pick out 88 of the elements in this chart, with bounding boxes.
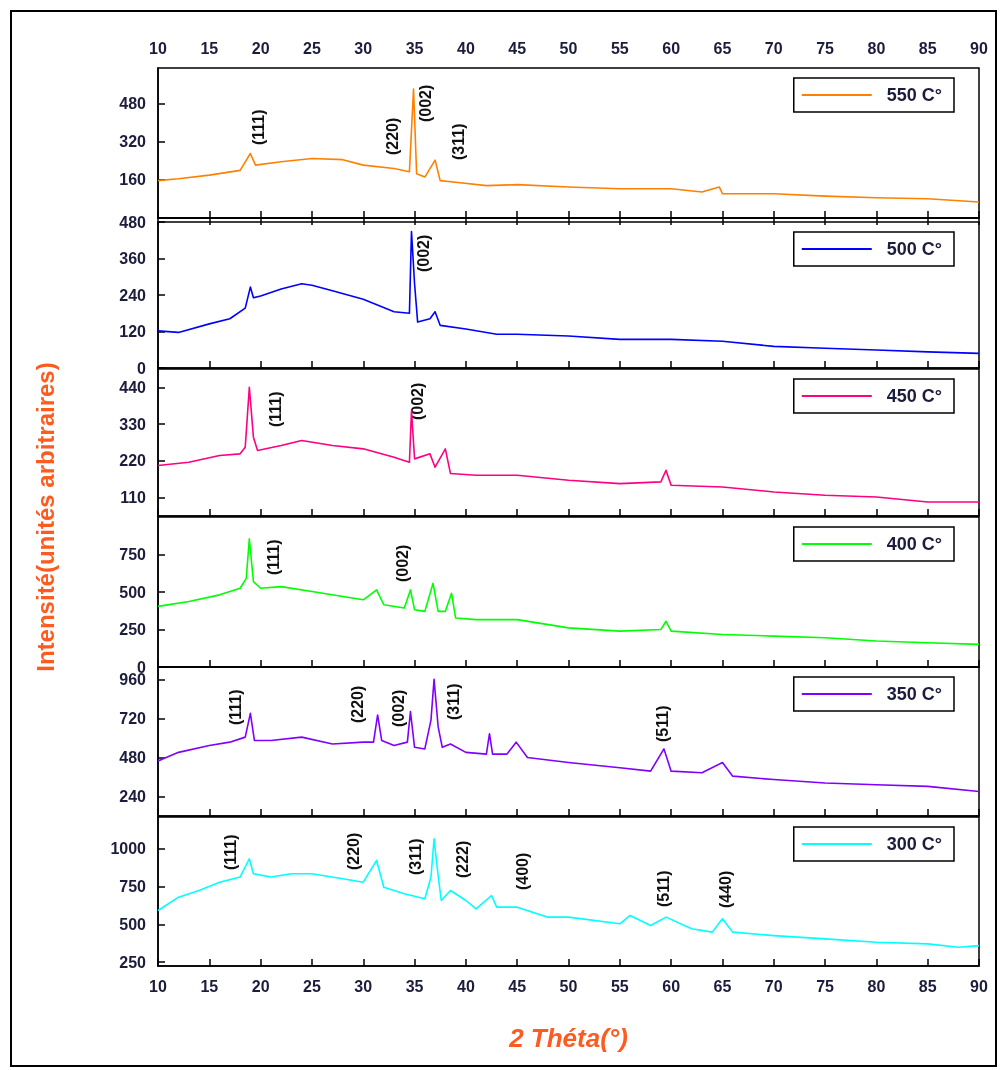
y-tick-label: 360	[119, 250, 147, 267]
annotation: (002)	[414, 234, 432, 272]
x-tick-label: 55	[610, 39, 629, 57]
y-axis-title: Intensité(unités arbitraires)	[32, 362, 60, 672]
y-tick-label: 720	[119, 710, 147, 728]
x-tick-label: 30	[354, 977, 373, 995]
line-series	[157, 537, 980, 646]
x-tick-label: 55	[610, 977, 629, 995]
y-tick-label: 110	[120, 489, 147, 507]
x-axis-title: 2 Théta(°)	[509, 1022, 628, 1054]
annotation: (111)	[249, 109, 267, 145]
y-tick-label: 440	[119, 378, 147, 396]
y-tick-label: 250	[119, 953, 147, 971]
annotation: (440)	[716, 870, 734, 908]
annotation: (111)	[266, 391, 284, 427]
x-tick-label: 35	[405, 977, 424, 995]
y-tick-label: 0	[137, 359, 147, 377]
line-series	[157, 678, 980, 793]
annotation: (220)	[344, 832, 362, 870]
x-tick-label: 50	[559, 977, 578, 995]
annotation: (111)	[226, 689, 244, 725]
annotation: (311)	[406, 838, 424, 875]
y-tick-label: 320	[119, 133, 147, 151]
x-tick-label: 35	[405, 39, 424, 57]
x-tick-label: 65	[713, 977, 732, 995]
x-tick-label: 15	[200, 39, 219, 57]
y-tick-label: 500	[119, 915, 147, 933]
x-tick-label: 10	[149, 977, 167, 995]
y-tick-label: 750	[119, 878, 147, 896]
annotation: (222)	[453, 840, 471, 878]
legend-label: 450 C°	[886, 386, 942, 406]
annotation: (220)	[348, 685, 366, 723]
x-tick-label: 25	[303, 977, 321, 995]
legend-label: 400 C°	[886, 534, 942, 554]
y-tick-label: 330	[119, 415, 147, 433]
x-tick-label: 85	[918, 977, 937, 995]
x-tick-label: 40	[456, 39, 475, 57]
annotation: (511)	[653, 705, 671, 742]
y-tick-label: 500	[119, 583, 147, 601]
y-tick-label: 750	[119, 546, 147, 563]
x-tick-label: 20	[251, 39, 270, 57]
annotation: (311)	[444, 683, 462, 720]
x-tick-label: 10	[149, 39, 167, 57]
x-tick-label: 20	[251, 977, 270, 995]
x-tick-label: 75	[816, 977, 835, 995]
annotation: (400)	[513, 852, 531, 890]
y-tick-label: 250	[119, 621, 147, 638]
annotation: (511)	[654, 870, 672, 907]
y-tick-label: 240	[119, 788, 147, 806]
annotation: (002)	[408, 382, 426, 420]
y-tick-label: 480	[119, 749, 147, 767]
legend-label: 300 C°	[886, 834, 942, 854]
annotation: (311)	[449, 123, 467, 160]
x-tick-label: 45	[508, 977, 527, 995]
legend-label: 500 C°	[886, 239, 942, 259]
x-tick-label: 80	[867, 39, 886, 57]
x-tick-label: 30	[354, 39, 373, 57]
x-tick-label: 90	[970, 977, 988, 995]
annotation: (220)	[383, 117, 401, 155]
y-tick-label: 220	[119, 452, 147, 470]
x-tick-label: 75	[816, 39, 835, 57]
y-tick-label: 240	[119, 286, 147, 304]
annotation: (111)	[221, 834, 239, 870]
x-tick-label: 50	[559, 39, 578, 57]
y-tick-label: 1000	[110, 840, 147, 858]
x-tick-label: 70	[764, 39, 783, 57]
annotation: (002)	[393, 544, 411, 582]
x-tick-label: 40	[456, 977, 475, 995]
y-tick-label: 160	[119, 171, 147, 189]
x-tick-label: 80	[867, 977, 886, 995]
x-tick-label: 90	[970, 39, 988, 57]
x-tick-label: 65	[713, 39, 732, 57]
annotation: (002)	[389, 689, 407, 727]
x-tick-label: 45	[508, 39, 527, 57]
x-tick-label: 85	[918, 39, 937, 57]
x-tick-label: 70	[764, 977, 783, 995]
x-tick-label: 15	[200, 977, 219, 995]
legend-label: 550 C°	[886, 85, 942, 105]
y-tick-label: 480	[119, 213, 147, 231]
x-tick-label: 25	[303, 39, 321, 57]
y-tick-label: 120	[119, 323, 147, 340]
x-tick-label: 60	[662, 977, 681, 995]
line-series	[157, 230, 980, 355]
annotation: (002)	[416, 84, 434, 122]
legend-label: 350 C°	[886, 684, 942, 704]
x-tick-label: 60	[662, 39, 681, 57]
y-tick-label: 480	[119, 95, 147, 113]
annotation: (111)	[264, 539, 282, 575]
